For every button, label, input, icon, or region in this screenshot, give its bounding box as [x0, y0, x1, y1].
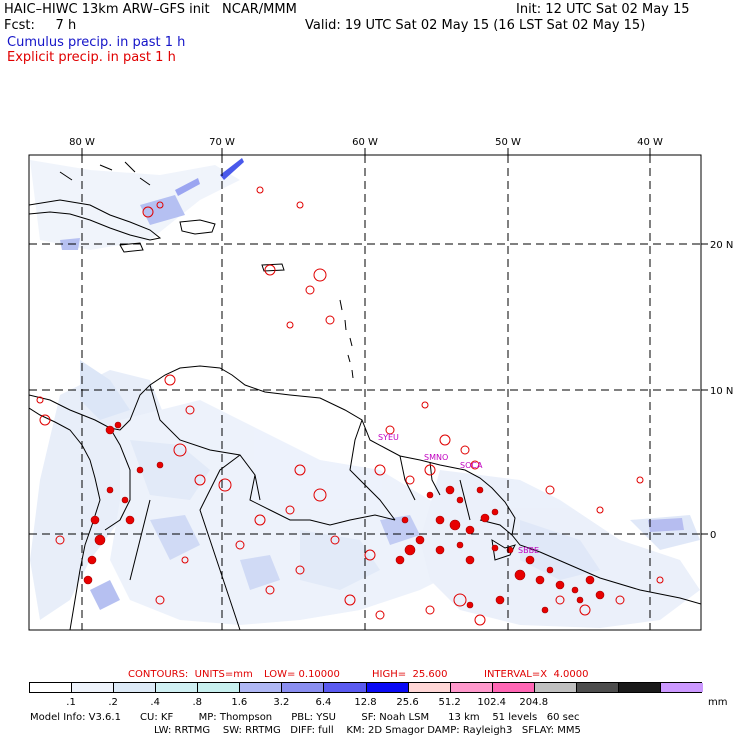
- colorbar-label: .1: [66, 697, 76, 708]
- colorbar-swatch: [492, 683, 535, 692]
- colorbar-swatch: [618, 683, 661, 692]
- colorbar-label: 12.8: [354, 697, 377, 708]
- colorbar-label: 204.8: [519, 697, 549, 708]
- explicit-legend: Explicit precip. in past 1 h: [7, 50, 176, 65]
- station-soca: SOCA: [460, 461, 483, 470]
- model-info-line1: Model Info: V3.6.1 CU: KF MP: Thompson P…: [30, 712, 580, 723]
- colorbar-swatch: [114, 683, 157, 692]
- header-title: HAIC–HIWC 13km ARW–GFS init NCAR/MMM: [4, 2, 297, 17]
- colorbar-swatch: [450, 683, 493, 692]
- lon-label-80w: 80 W: [69, 137, 95, 148]
- colorbar-swatch: [408, 683, 451, 692]
- colorbar-label: .8: [192, 697, 203, 708]
- station-syeu: SYEU: [378, 433, 399, 442]
- lat-label-20n: 20 N: [710, 240, 733, 251]
- axis-ticks: [81, 148, 708, 535]
- colorbar-swatch: [282, 683, 325, 692]
- colorbar-swatch: [324, 683, 367, 692]
- colorbar-label: 102.4: [477, 697, 507, 708]
- forecast-hour: Fcst: 7 h: [4, 18, 77, 33]
- colorbar-swatch: [660, 683, 703, 692]
- latlon-grid: [29, 155, 701, 630]
- colorbar-swatch: [240, 683, 283, 692]
- contours-interval: INTERVAL=X 4.0000: [484, 669, 589, 680]
- contours-info: CONTOURS: UNITS=mm: [128, 669, 253, 680]
- station-smno: SMNO: [424, 453, 448, 462]
- contours-low: LOW= 0.10000: [264, 669, 340, 680]
- colorbar-swatch: [72, 683, 115, 692]
- lat-label-0: 0: [710, 530, 716, 541]
- colorbar-swatch: [198, 683, 241, 692]
- colorbar-swatch: [366, 683, 409, 692]
- contours-high: HIGH= 25.600: [372, 669, 448, 680]
- colorbar-label: .4: [150, 697, 160, 708]
- colorbar-swatch: [534, 683, 577, 692]
- colorbar: [29, 682, 703, 693]
- init-time: Init: 12 UTC Sat 02 May 15: [516, 2, 690, 17]
- coastlines: [29, 161, 701, 630]
- colorbar-label: 1.6: [231, 697, 248, 708]
- lon-label-50w: 50 W: [495, 137, 521, 148]
- colorbar-label: .2: [108, 697, 118, 708]
- colorbar-label: 6.4: [315, 697, 332, 708]
- lon-label-40w: 40 W: [637, 137, 663, 148]
- colorbar-swatch: [576, 683, 619, 692]
- colorbar-swatch: [30, 683, 73, 692]
- lat-label-10n: 10 N: [710, 386, 733, 397]
- colorbar-unit: mm: [708, 697, 728, 708]
- explicit-precip-contours: [36, 186, 664, 626]
- station-sbbe: SBBE: [518, 546, 539, 555]
- colorbar-label: 3.2: [273, 697, 290, 708]
- explicit-precip-cores: [83, 421, 605, 614]
- colorbar-label: 25.6: [396, 697, 419, 708]
- valid-time: Valid: 19 UTC Sat 02 May 15 (16 LST Sat …: [305, 18, 646, 33]
- colorbar-swatch: [156, 683, 199, 692]
- lon-label-60w: 60 W: [352, 137, 378, 148]
- colorbar-label: 51.2: [438, 697, 461, 708]
- model-info-line2: LW: RRTMG SW: RRTMG DIFF: full KM: 2D Sm…: [154, 725, 581, 736]
- cumulus-legend: Cumulus precip. in past 1 h: [7, 35, 186, 50]
- lon-label-70w: 70 W: [209, 137, 235, 148]
